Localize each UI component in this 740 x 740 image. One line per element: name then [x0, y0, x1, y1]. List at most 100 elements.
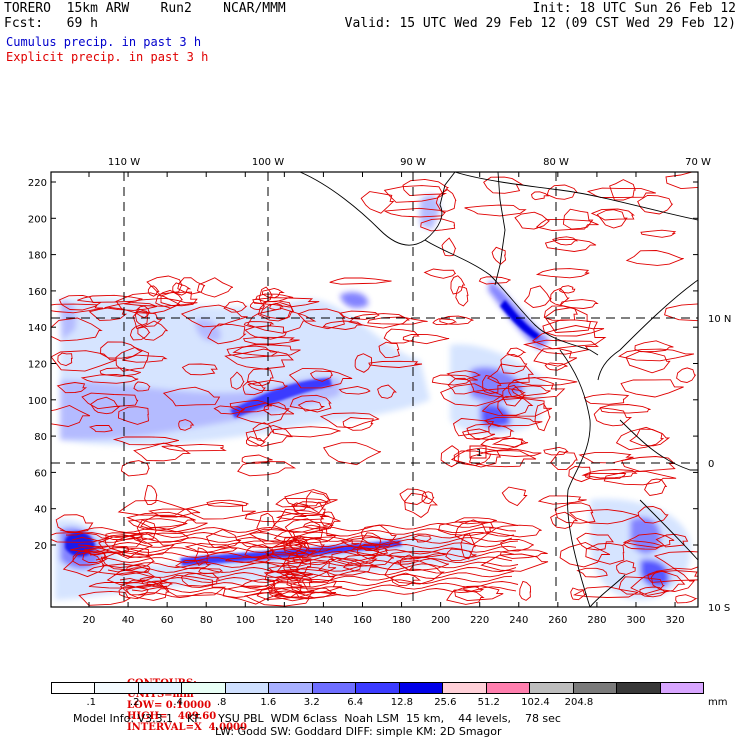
y-tick-label: 140 — [28, 323, 47, 334]
precip-contour — [132, 310, 163, 330]
precip-contour — [162, 386, 221, 407]
precip-contour — [644, 478, 668, 496]
precip-contour — [630, 570, 686, 596]
precip-contour — [258, 286, 273, 305]
precip-contour — [133, 381, 151, 392]
colorbar-cell — [572, 682, 618, 694]
colorbar-cell — [616, 682, 661, 694]
precip-contour — [305, 491, 332, 514]
precip-contour — [616, 560, 636, 575]
x-tick-label: 220 — [470, 615, 489, 626]
precip-contour — [288, 367, 353, 389]
precip-contour — [275, 497, 329, 508]
precip-contour — [462, 585, 485, 593]
precip-contour — [292, 554, 335, 566]
precip-contour — [329, 277, 392, 285]
precip-contour — [80, 374, 139, 384]
precip-contour — [583, 393, 630, 405]
precip-contour — [90, 396, 121, 415]
precip-contour — [342, 417, 374, 431]
coastline — [299, 172, 698, 607]
precip-contour — [207, 323, 247, 345]
precip-contour — [480, 553, 549, 572]
precip-contour — [596, 209, 628, 229]
precip-contour — [506, 347, 527, 358]
explicit-precip-contours — [51, 172, 698, 607]
precip-contour — [454, 585, 504, 602]
colorbar-cell — [224, 682, 270, 694]
y-tick-label: 180 — [28, 251, 47, 262]
precip-contour — [72, 551, 109, 566]
precip-contour — [57, 352, 73, 366]
precip-contour — [629, 428, 671, 447]
precip-contour — [263, 570, 313, 579]
precip-contour — [292, 501, 326, 516]
precip-contour — [435, 189, 457, 212]
y-tick-label: 220 — [28, 178, 47, 189]
precip-contour — [246, 368, 274, 387]
colorbar-label: 51.2 — [477, 697, 500, 708]
precip-contour — [288, 535, 325, 556]
precip-contour — [650, 568, 696, 592]
y-tick-label: 40 — [34, 505, 47, 516]
model-info-line2: LW: Godd SW: Goddard DIFF: simple KM: 2D… — [215, 725, 502, 738]
precip-contour — [224, 348, 294, 370]
precip-contour — [511, 385, 551, 397]
precip-contour — [450, 447, 502, 468]
colorbar-cell — [355, 682, 400, 694]
colorbar-label: 25.6 — [434, 697, 457, 708]
precip-contour — [404, 492, 438, 518]
precip-contour — [242, 336, 300, 345]
precip-contour — [107, 561, 519, 573]
precip-contour — [675, 594, 698, 604]
precip-contour — [83, 540, 519, 553]
precip-contour — [367, 316, 428, 325]
precip-contour — [322, 442, 381, 466]
precip-contour — [95, 551, 515, 563]
colorbar-cell — [268, 682, 313, 694]
lon-label: 70 W — [685, 157, 711, 168]
precip-contour — [665, 172, 698, 190]
x-tick-label: 100 — [236, 615, 255, 626]
precip-contour — [653, 551, 698, 570]
precip-contour — [135, 305, 151, 319]
precip-contour — [226, 345, 280, 359]
precip-contour — [655, 533, 689, 548]
precip-contour — [172, 282, 192, 296]
precip-contour — [460, 532, 476, 560]
precip-contour — [340, 536, 400, 550]
precip-contour — [338, 386, 371, 395]
precip-contour — [578, 451, 634, 464]
precip-contour — [576, 567, 608, 578]
precip-contour — [530, 191, 550, 201]
precip-contour — [263, 402, 290, 416]
precip-contour — [51, 303, 104, 314]
precip-contour — [625, 350, 671, 374]
precip-contour — [420, 218, 456, 232]
precip-contour — [391, 572, 422, 587]
precip-contour — [318, 558, 379, 576]
x-tick-label: 280 — [587, 615, 606, 626]
precip-contour — [609, 179, 636, 201]
precip-contour — [66, 526, 517, 538]
lon-label: 90 W — [400, 157, 426, 168]
precip-contour — [104, 302, 158, 311]
precip-contour — [446, 370, 481, 381]
precip-contour — [543, 446, 569, 456]
precip-contour — [550, 451, 578, 471]
plot-frame — [50, 171, 699, 608]
precip-contour — [78, 590, 131, 606]
precip-contour — [256, 512, 276, 533]
precip-contour — [247, 308, 317, 334]
precip-contour — [568, 509, 640, 525]
colorbar-cell — [659, 682, 704, 694]
precip-contour — [252, 297, 320, 308]
precip-contour — [240, 578, 277, 591]
precip-contour — [137, 586, 517, 598]
precip-contour — [402, 333, 450, 345]
map-marker-box — [469, 445, 487, 459]
precip-contour — [637, 194, 674, 215]
precip-contour — [115, 347, 150, 372]
precip-contour — [466, 423, 515, 440]
precip-contour — [119, 570, 515, 583]
